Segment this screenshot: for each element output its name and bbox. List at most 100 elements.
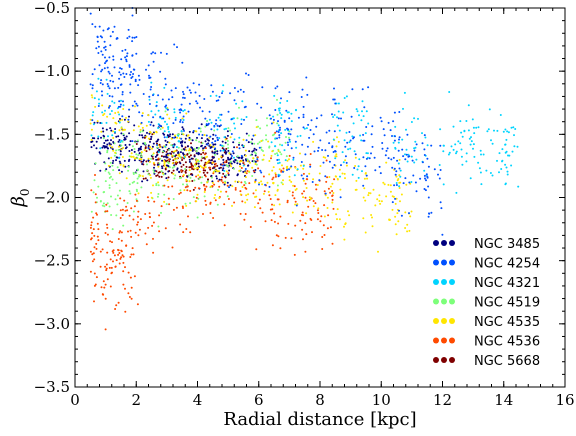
data-point (247, 193, 250, 196)
data-point (117, 86, 120, 89)
data-point (394, 202, 397, 205)
data-point (246, 158, 249, 161)
data-point (155, 140, 158, 143)
data-point (215, 94, 218, 97)
data-point (152, 124, 155, 127)
data-point (182, 174, 185, 176)
data-point (334, 102, 337, 105)
data-point (123, 76, 126, 78)
data-point (99, 265, 102, 268)
data-point (294, 203, 297, 206)
data-point (393, 167, 396, 170)
data-point (279, 247, 282, 250)
data-point (149, 174, 152, 177)
data-point (205, 147, 207, 150)
data-point (242, 159, 245, 162)
data-point (119, 83, 122, 86)
data-point (345, 161, 348, 164)
data-point (195, 150, 198, 153)
data-point (241, 200, 244, 203)
data-point (327, 187, 330, 190)
data-point (312, 200, 315, 202)
data-point (343, 97, 346, 99)
data-point (320, 215, 323, 218)
data-point (105, 223, 108, 226)
data-point (309, 197, 312, 200)
data-point (385, 149, 388, 152)
data-point (149, 140, 151, 143)
data-point (327, 214, 330, 217)
data-point (118, 71, 121, 74)
data-point (153, 171, 156, 174)
data-point (166, 161, 169, 164)
data-point (223, 169, 226, 172)
data-point (317, 207, 320, 210)
data-point (94, 201, 97, 204)
data-point (93, 97, 96, 100)
data-point (116, 37, 119, 39)
data-point (290, 237, 293, 240)
data-point (128, 150, 131, 152)
data-point (141, 175, 144, 178)
x-tick-label: 12 (433, 391, 452, 409)
data-point (120, 67, 123, 70)
data-point (150, 52, 153, 55)
data-point (147, 157, 150, 160)
data-point (413, 161, 416, 164)
data-point (399, 169, 402, 172)
data-point (122, 283, 125, 286)
legend-marker (449, 318, 455, 324)
data-point (195, 139, 198, 142)
data-point (127, 120, 130, 123)
data-point (111, 241, 113, 244)
legend-label: NGC 4535 (474, 315, 540, 330)
data-point (153, 166, 155, 169)
data-point (467, 104, 470, 107)
data-point (348, 131, 351, 133)
data-point (195, 158, 198, 160)
data-point (100, 70, 103, 73)
data-point (158, 230, 161, 233)
data-point (350, 115, 353, 118)
data-point (241, 186, 244, 188)
data-point (260, 148, 263, 151)
data-point (223, 151, 226, 154)
data-point (206, 123, 209, 126)
data-point (140, 160, 143, 163)
data-point (144, 146, 147, 149)
data-point (152, 221, 155, 224)
data-point (183, 109, 186, 111)
data-point (128, 183, 131, 186)
data-point (391, 201, 394, 204)
data-point (182, 183, 184, 186)
data-point (119, 209, 122, 212)
data-point (142, 142, 145, 145)
data-point (286, 100, 289, 102)
data-point (200, 181, 203, 184)
data-point (182, 231, 185, 234)
legend-marker (433, 298, 439, 305)
data-point (106, 59, 108, 62)
data-point (262, 158, 265, 161)
legend-label: NGC 3485 (474, 237, 540, 252)
data-point (131, 104, 134, 107)
data-point (259, 169, 262, 172)
data-point (278, 158, 280, 161)
data-point (404, 211, 407, 214)
data-point (188, 158, 191, 161)
data-point (212, 217, 215, 219)
data-point (184, 202, 187, 205)
data-point (136, 303, 139, 306)
data-point (106, 83, 109, 85)
data-point (430, 211, 433, 214)
data-point (97, 135, 100, 138)
data-point (137, 149, 140, 152)
data-point (147, 159, 150, 162)
data-point (193, 163, 196, 166)
data-point (181, 156, 184, 159)
data-point (111, 74, 113, 77)
data-point (173, 177, 176, 180)
data-point (171, 246, 174, 249)
data-point (293, 197, 296, 200)
data-point (358, 158, 361, 161)
